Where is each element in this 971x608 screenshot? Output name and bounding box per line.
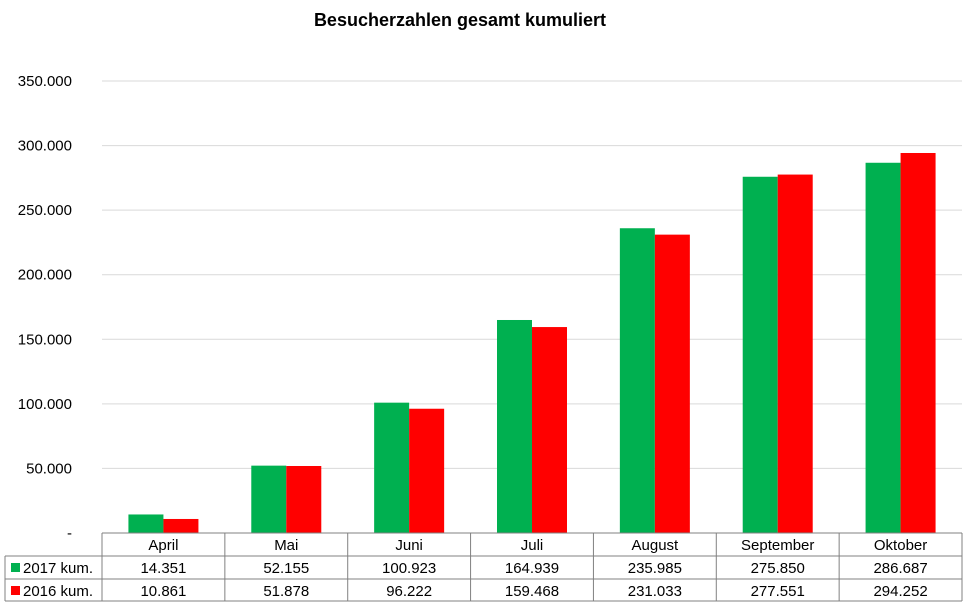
x-tick-label: Juni (395, 537, 423, 554)
y-tick-label: 300.000 (18, 138, 72, 155)
data-label: 14.351 (140, 560, 186, 577)
bar (409, 408, 445, 533)
x-tick-label: April (148, 537, 178, 554)
bar (777, 174, 813, 533)
bar (742, 176, 778, 533)
bars (128, 152, 936, 533)
bar (163, 518, 199, 533)
bar (286, 466, 322, 533)
data-label: 164.939 (505, 560, 559, 577)
data-label: 10.861 (140, 583, 186, 600)
data-label: 96.222 (386, 583, 432, 600)
bar (865, 162, 901, 533)
data-label: 51.878 (263, 583, 309, 600)
data-label: 277.551 (751, 583, 805, 600)
x-tick-label: Juli (521, 537, 544, 554)
bar (532, 327, 567, 533)
y-tick-label: - (67, 525, 72, 542)
data-label: 231.033 (628, 583, 682, 600)
bar (128, 514, 164, 533)
data-label: 235.985 (628, 560, 682, 577)
bar (374, 402, 410, 533)
bar (900, 152, 936, 533)
y-tick-label: 150.000 (18, 331, 72, 348)
chart-title: Besucherzahlen gesamt kumuliert (314, 10, 606, 30)
data-label: 100.923 (382, 560, 436, 577)
data-label: 52.155 (263, 560, 309, 577)
legend-swatch (11, 586, 20, 595)
x-tick-label: Oktober (874, 537, 927, 554)
y-tick-label: 100.000 (18, 396, 72, 413)
x-tick-label: August (632, 537, 680, 554)
legend-label: 2017 kum. (23, 560, 93, 577)
y-tick-label: 250.000 (18, 202, 72, 219)
data-table: April Mai Juni Juli August September Oktober 20… (4, 532, 963, 602)
x-tick-label: Mai (274, 537, 298, 554)
data-label: 294.252 (873, 583, 927, 600)
bar (619, 228, 655, 533)
legend-label: 2016 kum. (23, 583, 93, 600)
y-tick-label: 350.000 (18, 73, 72, 90)
legend-swatch (11, 563, 20, 572)
bar (654, 234, 690, 533)
data-label: 286.687 (873, 560, 927, 577)
data-label: 159.468 (505, 583, 559, 600)
y-tick-label: 50.000 (26, 460, 72, 477)
y-axis-ticks: - 50.000 100.000 150.000 200.000 250.000 300.0… (18, 73, 72, 542)
bar (497, 319, 532, 533)
y-tick-label: 200.000 (18, 267, 72, 284)
data-label: 275.850 (751, 560, 805, 577)
x-tick-label: September (741, 537, 814, 554)
bar (251, 465, 287, 533)
